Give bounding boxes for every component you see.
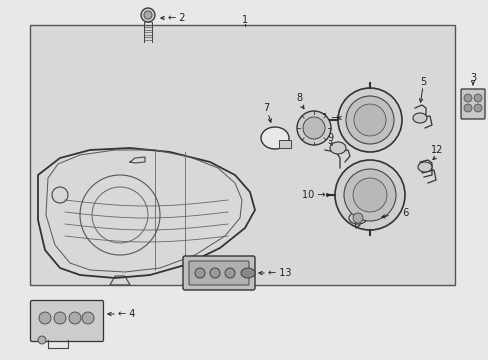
Circle shape [473,104,481,112]
Circle shape [346,96,393,144]
Ellipse shape [348,212,366,224]
Ellipse shape [412,113,426,123]
Ellipse shape [417,162,431,172]
Ellipse shape [241,268,254,278]
FancyBboxPatch shape [30,301,103,342]
Circle shape [352,178,386,212]
Text: 10 →: 10 → [301,190,325,200]
Circle shape [209,268,220,278]
Circle shape [54,312,66,324]
Text: 5: 5 [419,77,425,87]
Ellipse shape [261,127,288,149]
Text: 12: 12 [430,145,442,155]
Text: 7: 7 [263,103,268,113]
Circle shape [343,169,395,221]
FancyBboxPatch shape [183,256,254,290]
Circle shape [195,268,204,278]
Circle shape [38,336,46,344]
Text: ← 2: ← 2 [168,13,185,23]
Circle shape [303,117,325,139]
Circle shape [82,312,94,324]
Circle shape [39,312,51,324]
Ellipse shape [329,142,346,154]
Circle shape [353,104,385,136]
Circle shape [334,160,404,230]
Circle shape [473,94,481,102]
FancyBboxPatch shape [189,261,248,285]
Text: ← 4: ← 4 [118,309,135,319]
Text: 9: 9 [326,133,332,143]
Bar [279,140,290,148]
Circle shape [69,312,81,324]
Text: ← 6: ← 6 [391,208,408,218]
Circle shape [337,88,401,152]
Circle shape [296,111,330,145]
Text: 1: 1 [242,15,247,25]
Text: 11 →: 11 → [316,113,339,123]
Bar [30,25,454,285]
Circle shape [463,104,471,112]
Circle shape [143,11,152,19]
FancyBboxPatch shape [460,89,484,119]
Circle shape [141,8,155,22]
Text: ← 13: ← 13 [267,268,291,278]
Circle shape [352,213,362,223]
Text: 8: 8 [295,93,302,103]
Circle shape [463,94,471,102]
Circle shape [224,268,235,278]
Text: 3: 3 [469,73,475,83]
